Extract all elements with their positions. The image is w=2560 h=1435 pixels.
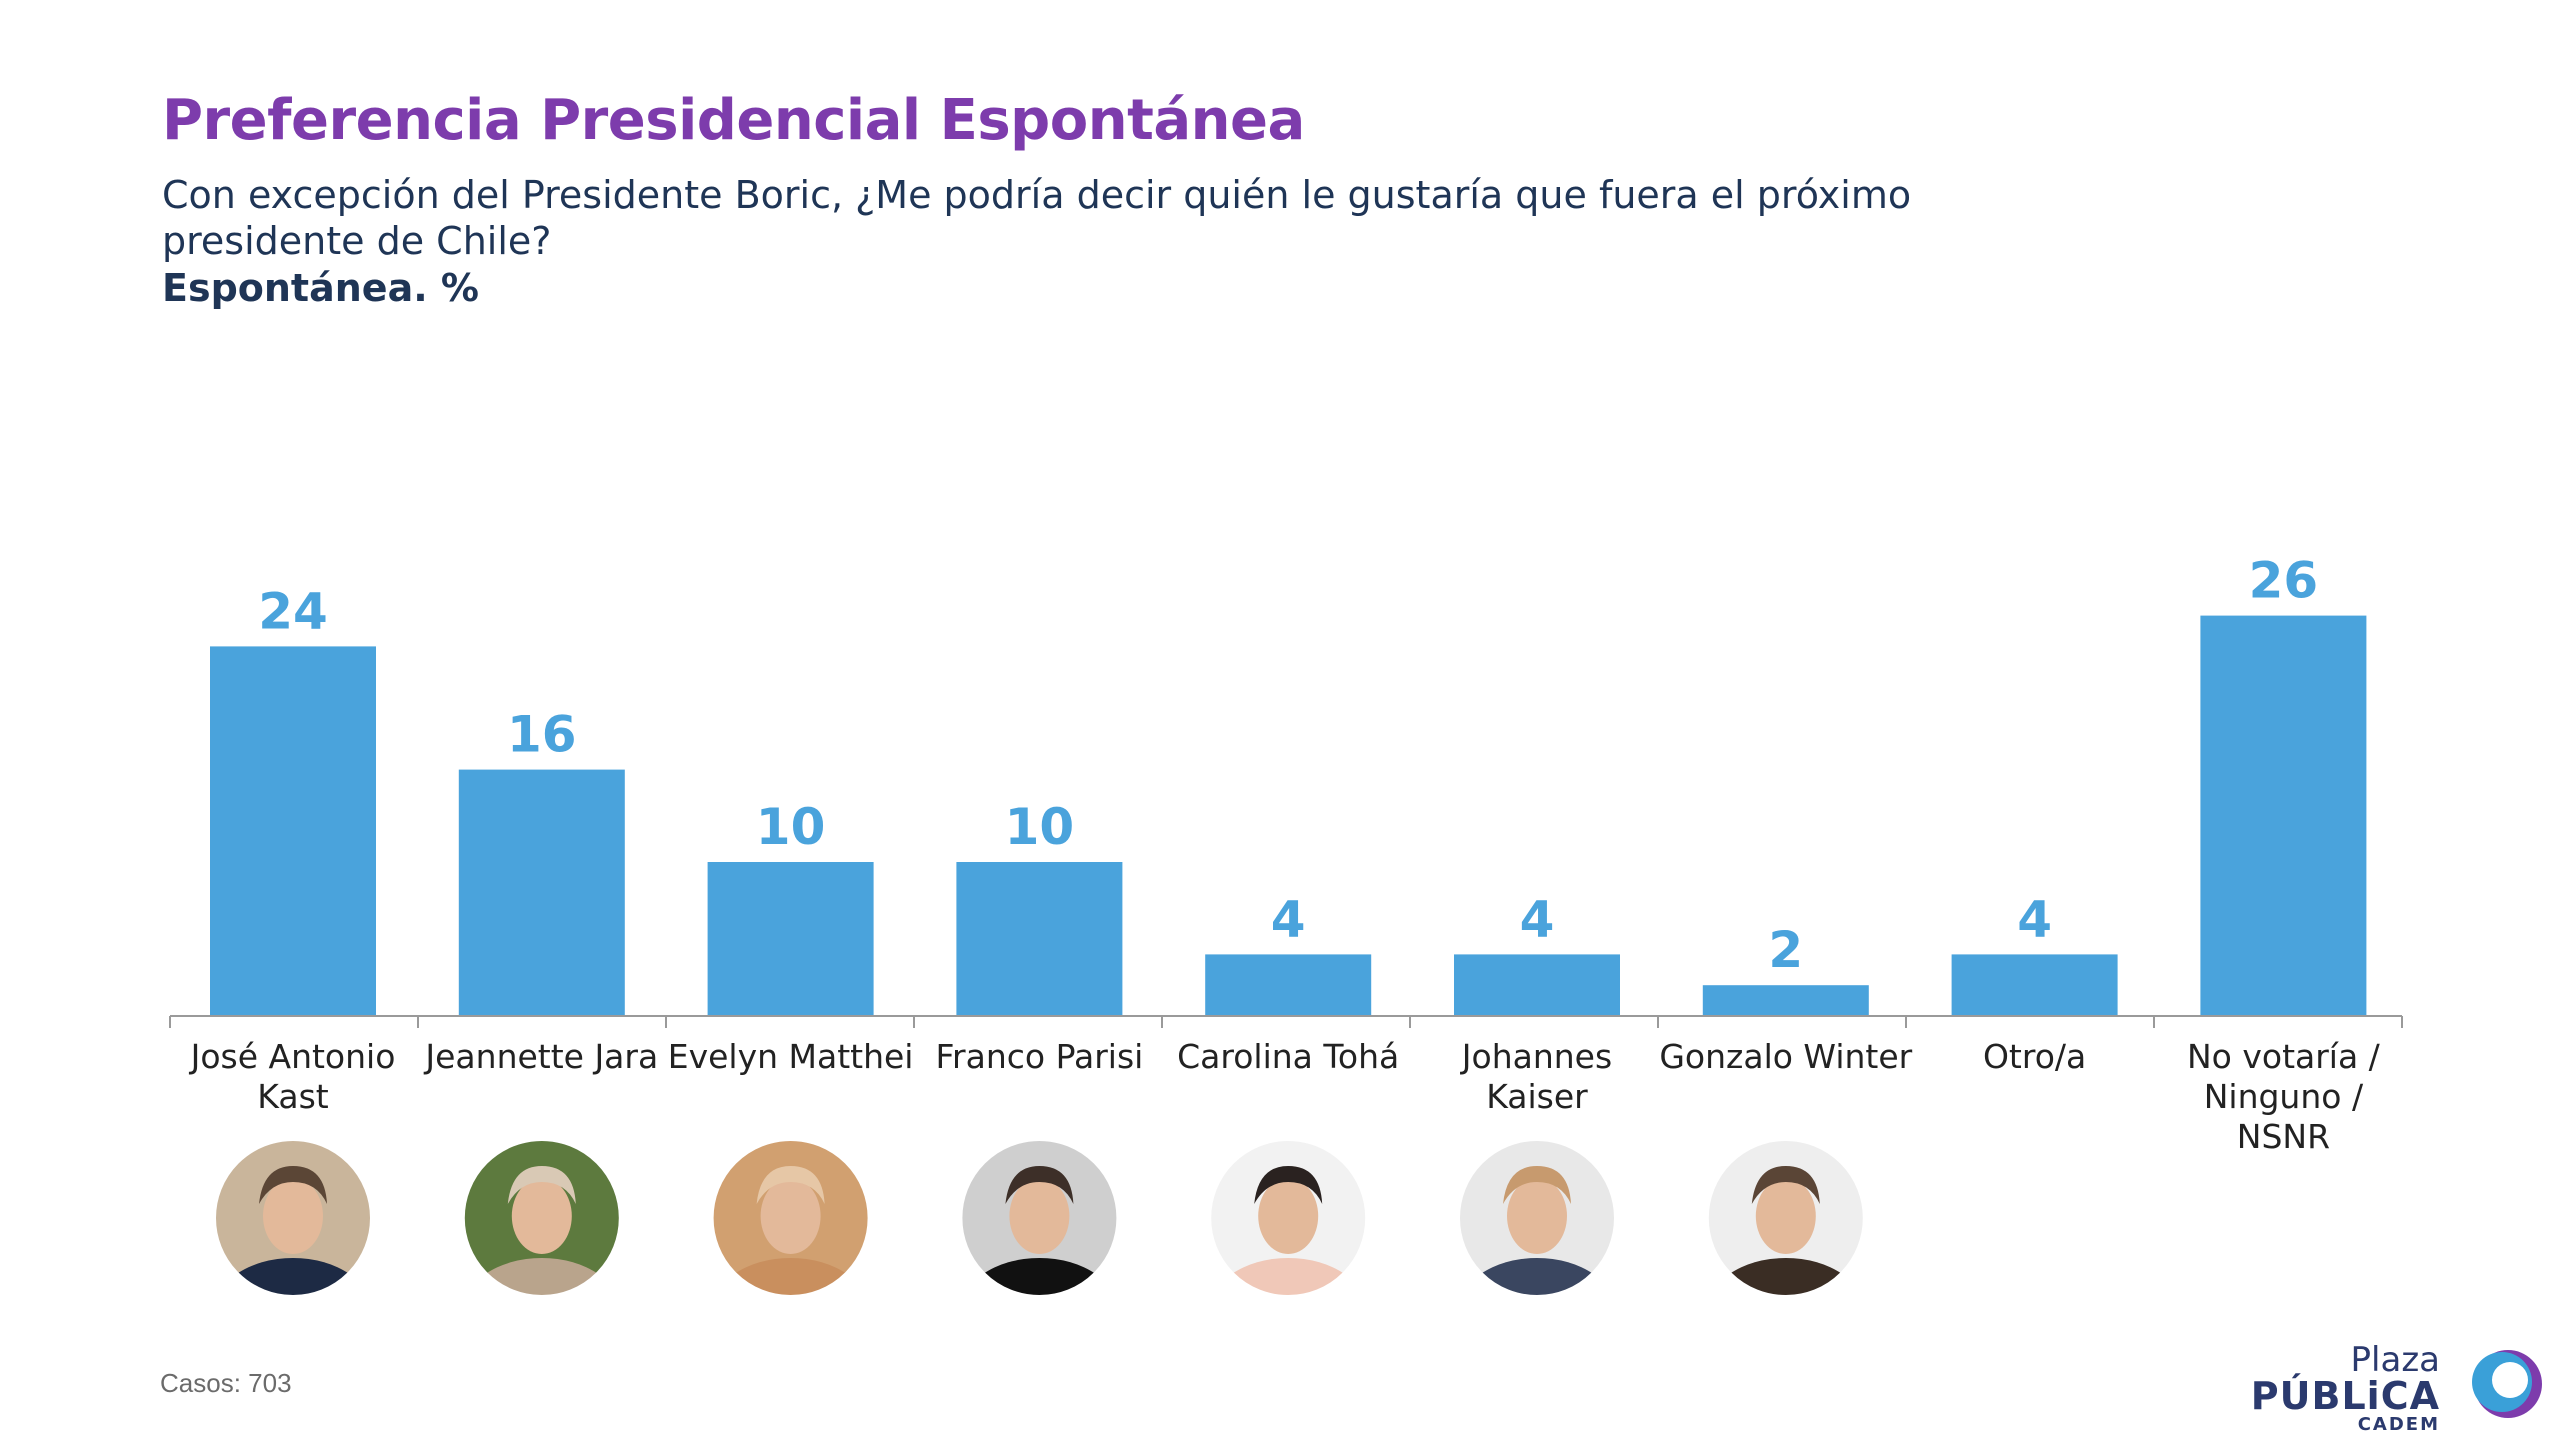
- bar-value-label: 2: [1768, 921, 1803, 979]
- candidate-photo: [1458, 1139, 1616, 1297]
- bar: [707, 862, 874, 1016]
- candidate-photo: [214, 1139, 372, 1297]
- category-label: Kaiser: [1486, 1077, 1588, 1116]
- chart-subtitle: Con excepción del Presidente Boric, ¿Me …: [162, 173, 1912, 263]
- category-label: Ninguno /: [2204, 1077, 2364, 1116]
- category-label: José Antonio: [189, 1037, 396, 1076]
- category-label: Johannes: [1460, 1037, 1612, 1076]
- category-label: Evelyn Matthei: [668, 1037, 914, 1076]
- bar: [458, 769, 625, 1016]
- bar-value-label: 26: [2249, 552, 2319, 610]
- bar: [1454, 954, 1620, 1016]
- candidate-photo: [711, 1139, 870, 1297]
- logo-text-cadem: CADEM: [2357, 1414, 2440, 1435]
- candidate-photo: [462, 1139, 621, 1297]
- candidate-photo: [1209, 1139, 1368, 1297]
- category-label: Franco Parisi: [935, 1037, 1143, 1076]
- bar: [956, 862, 1123, 1016]
- x-axis: [169, 1015, 2403, 1028]
- category-label: Kast: [257, 1077, 328, 1116]
- bar-value-label: 4: [1520, 890, 1555, 948]
- bar: [1702, 985, 1869, 1016]
- logo-text-publica: PÚBLiCA: [2250, 1374, 2440, 1418]
- metric-label: Espontánea. %: [162, 266, 479, 310]
- candidate-photos: [214, 1139, 1865, 1297]
- category-label: Otro/a: [1983, 1037, 2086, 1076]
- bar: [2200, 615, 2367, 1016]
- sample-size-note: Casos: 703: [160, 1368, 292, 1398]
- bar-value-label: 24: [258, 582, 328, 640]
- category-label: Jeannette Jara: [423, 1037, 658, 1076]
- logo-mark-icon: [2472, 1350, 2542, 1418]
- bar-value-label: 4: [1271, 890, 1306, 948]
- category-label: NSNR: [2237, 1117, 2330, 1156]
- bar: [1951, 954, 2118, 1016]
- candidate-photo: [960, 1139, 1119, 1297]
- bar-value-label: 10: [1005, 798, 1075, 856]
- plaza-publica-cadem-logo: Plaza PÚBLiCA CADEM: [2251, 1340, 2550, 1435]
- bar-value-label: 4: [2017, 890, 2052, 948]
- category-label: No votaría /: [2187, 1037, 2381, 1076]
- category-label: Gonzalo Winter: [1659, 1037, 1912, 1076]
- chart-title: Preferencia Presidencial Espontánea: [162, 88, 1305, 153]
- bar: [210, 646, 376, 1016]
- category-label: Carolina Tohá: [1177, 1037, 1399, 1076]
- candidate-photo: [1706, 1139, 1865, 1297]
- bar-value-label: 10: [756, 798, 826, 856]
- bar-value-label: 16: [507, 706, 577, 764]
- logo-text-plaza: Plaza: [2350, 1340, 2440, 1380]
- bar: [1205, 954, 1372, 1016]
